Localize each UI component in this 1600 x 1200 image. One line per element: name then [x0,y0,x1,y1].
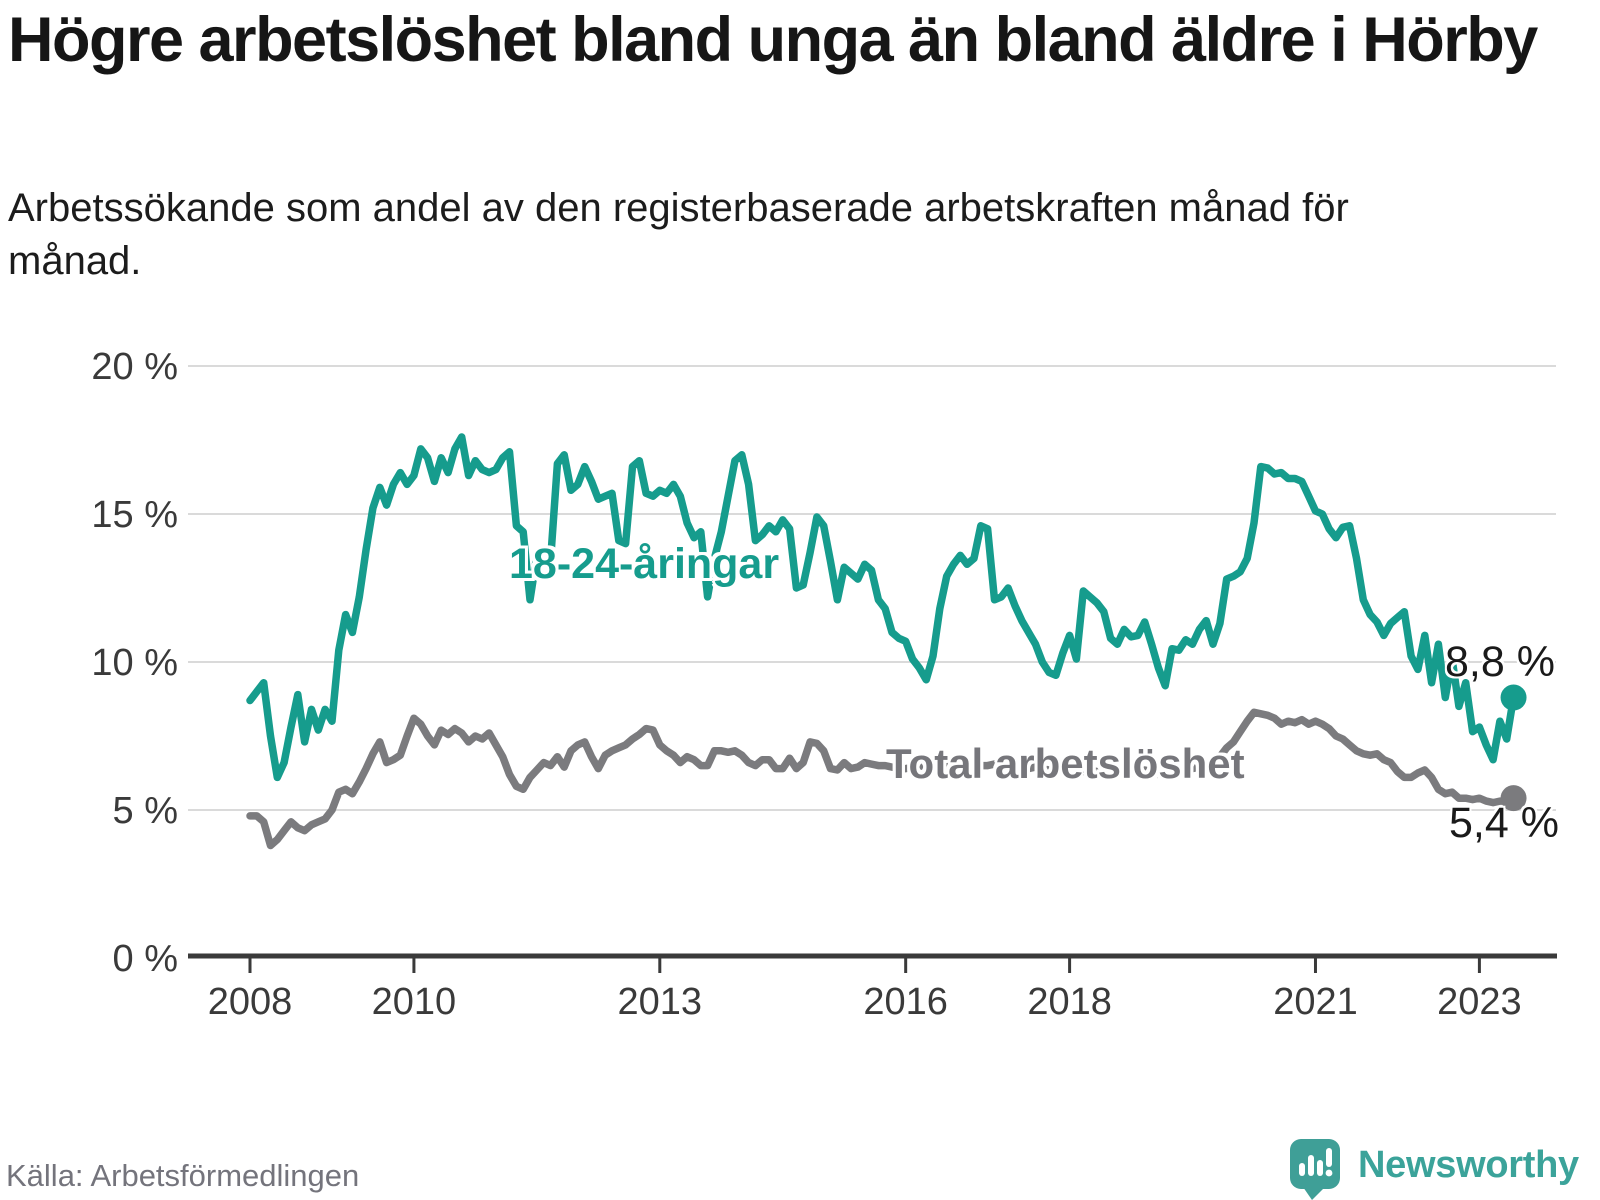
series-line [246,433,1518,782]
x-axis-tick-label: 2016 [863,981,948,1023]
chart-subtitle: Arbetssökande som andel av den registerb… [8,186,1349,283]
series-label-young: 18-24-åringar [509,540,780,588]
x-axis-tick-label: 2018 [1027,981,1112,1023]
series-label-total: Total arbetslöshet [886,740,1245,787]
newsworthy-logo-text: Newsworthy [1358,1144,1579,1186]
y-axis-tick-label: 15 % [91,494,178,536]
y-axis-tick-label: 20 % [91,346,178,388]
newsworthy-logo-icon [1290,1139,1340,1200]
series-line [246,708,1518,850]
chart-title: Högre arbetslöshet bland unga än bland ä… [8,5,1538,75]
end-value-young: 8,8 % [1445,638,1555,686]
newsworthy-logo [1290,1139,1340,1200]
end-value-total: 5,4 % [1449,799,1559,847]
x-axis-tick-label: 2010 [372,981,457,1023]
x-axis-tick-label: 2013 [618,981,703,1023]
source-note: Källa: Arbetsförmedlingen [6,1158,360,1193]
y-axis-tick-label: 10 % [91,642,178,684]
x-axis-tick-label: 2021 [1273,981,1358,1023]
y-axis-tick-label: 5 % [113,790,178,832]
x-axis-tick-label: 2023 [1437,981,1522,1023]
series-end-dot [1500,684,1527,711]
x-axis-tick-label: 2008 [208,981,293,1023]
series-end-dot [1500,785,1527,812]
y-axis-tick-label: 0 % [113,938,178,980]
